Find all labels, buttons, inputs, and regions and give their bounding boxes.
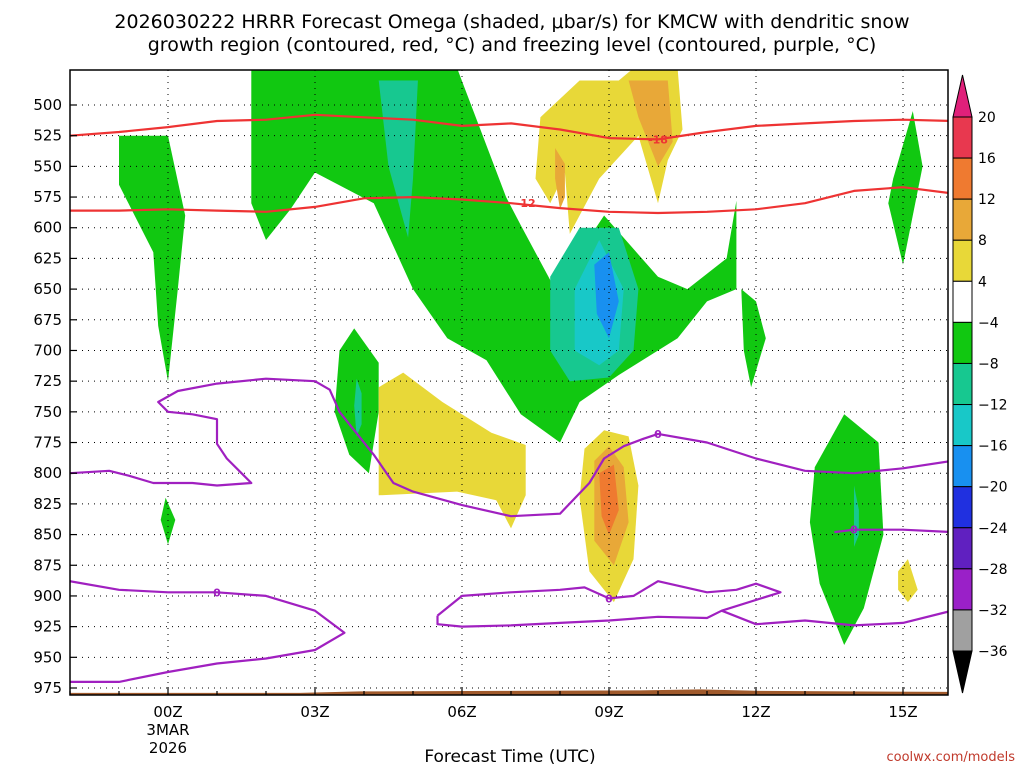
colorbar-tick-13: −36 [978, 644, 1008, 660]
colorbar-bin-7 [952, 404, 973, 447]
x-tick-date: 3MAR [146, 721, 189, 739]
credit-text: coolwx.com/models [886, 750, 1015, 765]
colorbar-tick-11: −28 [978, 562, 1008, 578]
colorbar-tick-4: 4 [978, 274, 987, 290]
omega-region-20 [599, 464, 619, 535]
colorbar-bin-10 [952, 527, 973, 570]
contour-freezing-lowest-2 [721, 609, 948, 627]
y-tick-label-900: 900 [33, 587, 62, 605]
colorbar-tick-3: 8 [978, 233, 987, 249]
terrain-surface [70, 689, 948, 695]
y-tick-label-825: 825 [33, 495, 62, 513]
x-tick-year: 2026 [149, 739, 187, 757]
y-tick-label-975: 975 [33, 679, 62, 697]
y-tick-label-550: 550 [33, 157, 62, 175]
colorbar: 20 16 12 8 4 −4 −8 −12 −16 −20 −24 −28 −32 −36 [952, 74, 1008, 694]
contour-dgz-minus12 [70, 186, 948, 215]
y-tick-label-700: 700 [33, 341, 62, 359]
omega-region-2 [160, 497, 176, 545]
colorbar-bin-5 [952, 321, 973, 364]
colorbar-tick-2: 12 [978, 192, 996, 208]
colorbar-tick-0: 20 [978, 110, 996, 126]
omega-region-12 [594, 252, 619, 339]
colorbar-bin-9 [952, 486, 973, 529]
y-tick-label-950: 950 [33, 648, 62, 666]
omega-shading [119, 70, 923, 645]
contour-freezing-upper [70, 377, 948, 518]
y-tick-label-925: 925 [33, 618, 62, 636]
contour-freezing-lowest [436, 580, 782, 628]
contour-freezing-mid [834, 528, 948, 534]
plot-gridlines [70, 70, 948, 695]
omega-region-10 [854, 485, 859, 547]
chart-title-line1: 2026030222 HRRR Forecast Omega (shaded, … [114, 11, 909, 33]
y-tick-label-800: 800 [33, 464, 62, 482]
y-tick-label-500: 500 [33, 96, 62, 114]
omega-region-4 [741, 289, 766, 388]
colorbar-bin-0 [952, 116, 973, 159]
colorbar-bin-6 [952, 362, 973, 406]
x-tick-label-15Z: 15Z [888, 703, 917, 721]
contour-label-freezing-lower: 0 [213, 586, 221, 599]
y-tick-label-600: 600 [33, 219, 62, 237]
colorbar-tick-8: −16 [978, 439, 1008, 455]
y-tick-label-725: 725 [33, 372, 62, 390]
omega-region-14 [378, 372, 526, 529]
colorbar-bin-11 [952, 568, 973, 611]
contour-label-freezing-mid: 0 [850, 524, 858, 537]
colorbar-tick-7: −12 [978, 398, 1008, 414]
terrain-fill [70, 689, 948, 695]
contour-dgz-minus18 [70, 113, 948, 141]
colorbar-tick-12: −32 [978, 603, 1008, 619]
colorbar-bin-3 [952, 239, 973, 282]
contour-freezing-lower [70, 580, 346, 683]
x-tick-label-03Z: 03Z [300, 703, 329, 721]
x-tick-label-12Z: 12Z [741, 703, 770, 721]
contour-label-freezing-upper: 0 [654, 428, 662, 441]
x-tick-label-00Z: 00Z [153, 703, 182, 721]
omega-region-0 [119, 135, 186, 382]
colorbar-bin-4 [952, 280, 973, 323]
y-tick-label-525: 525 [33, 127, 62, 145]
x-axis-label: Forecast Time (UTC) [424, 747, 595, 767]
contour-label-freezing-lowest: 0 [605, 592, 613, 605]
y-tick-label-850: 850 [33, 526, 62, 544]
colorbar-tick-10: −24 [978, 521, 1008, 537]
contour-label-dgz-minus12: -12 [516, 197, 536, 210]
colorbar-tick-5: −4 [978, 315, 999, 331]
colorbar-tick-6: −8 [978, 356, 999, 372]
colorbar-bin-1 [952, 157, 973, 200]
y-tick-label-775: 775 [33, 434, 62, 452]
omega-region-18 [555, 148, 565, 210]
temperature-contours: -18 -12 0 0 0 0 [70, 113, 948, 683]
colorbar-tick-1: 16 [978, 151, 996, 167]
omega-region-17 [628, 80, 673, 167]
plot-frame [69, 69, 949, 696]
y-axis: 500 525 550 575 600 625 650 675 700 725 750 775 800 8… [33, 96, 77, 697]
y-tick-label-675: 675 [33, 311, 62, 329]
chart-title-line2: growth region (contoured, red, °C) and f… [148, 34, 877, 56]
contour-label-dgz-minus18: -18 [648, 133, 668, 146]
colorbar-bin-8 [952, 445, 973, 488]
omega-region-9 [354, 378, 362, 437]
y-tick-label-875: 875 [33, 556, 62, 574]
y-tick-label-750: 750 [33, 403, 62, 421]
colorbar-under-triangle [952, 650, 973, 694]
x-tick-label-06Z: 06Z [447, 703, 476, 721]
omega-region-16 [898, 559, 918, 603]
colorbar-tick-9: −20 [978, 480, 1008, 496]
colorbar-bin-12 [952, 609, 973, 652]
y-tick-label-625: 625 [33, 249, 62, 267]
y-tick-label-650: 650 [33, 280, 62, 298]
colorbar-bin-2 [952, 198, 973, 241]
y-tick-label-575: 575 [33, 188, 62, 206]
x-tick-label-09Z: 09Z [594, 703, 623, 721]
